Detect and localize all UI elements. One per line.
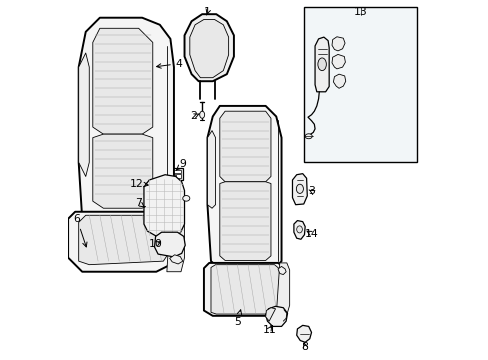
Polygon shape bbox=[154, 232, 185, 257]
Polygon shape bbox=[207, 106, 281, 269]
Polygon shape bbox=[93, 28, 152, 134]
Text: 2: 2 bbox=[189, 112, 199, 121]
Text: 12: 12 bbox=[130, 179, 148, 189]
Bar bbox=[304, 7, 417, 162]
Text: 14: 14 bbox=[304, 229, 318, 239]
Text: 4: 4 bbox=[156, 59, 183, 68]
Ellipse shape bbox=[199, 111, 204, 118]
Text: 6: 6 bbox=[73, 214, 87, 247]
Polygon shape bbox=[210, 265, 280, 314]
Text: 3: 3 bbox=[307, 186, 314, 196]
Ellipse shape bbox=[296, 226, 302, 233]
Polygon shape bbox=[207, 131, 215, 208]
Text: 7: 7 bbox=[135, 198, 144, 208]
Text: 8: 8 bbox=[301, 342, 308, 351]
Text: 11: 11 bbox=[262, 325, 276, 335]
Polygon shape bbox=[79, 215, 170, 265]
Polygon shape bbox=[68, 212, 181, 272]
Polygon shape bbox=[265, 308, 275, 321]
Polygon shape bbox=[79, 18, 174, 222]
Ellipse shape bbox=[317, 58, 325, 71]
Polygon shape bbox=[265, 306, 287, 327]
Polygon shape bbox=[166, 212, 184, 272]
Polygon shape bbox=[145, 182, 154, 189]
Ellipse shape bbox=[183, 195, 189, 201]
Bar bbox=[170, 174, 175, 178]
Polygon shape bbox=[293, 221, 305, 239]
Ellipse shape bbox=[305, 134, 312, 139]
Polygon shape bbox=[143, 175, 184, 237]
Polygon shape bbox=[276, 263, 289, 316]
Polygon shape bbox=[203, 263, 286, 316]
Polygon shape bbox=[184, 14, 233, 81]
Text: 9: 9 bbox=[176, 159, 186, 170]
Polygon shape bbox=[292, 174, 306, 205]
Bar bbox=[176, 174, 180, 178]
Polygon shape bbox=[79, 53, 89, 176]
Polygon shape bbox=[278, 266, 285, 275]
Text: 1: 1 bbox=[203, 8, 210, 17]
Polygon shape bbox=[145, 205, 160, 215]
Polygon shape bbox=[169, 255, 183, 264]
Polygon shape bbox=[296, 325, 311, 342]
Polygon shape bbox=[93, 134, 152, 208]
Bar bbox=[170, 170, 180, 173]
Polygon shape bbox=[219, 182, 270, 260]
Text: 5: 5 bbox=[234, 310, 241, 327]
Ellipse shape bbox=[296, 184, 303, 193]
Text: 13: 13 bbox=[353, 8, 367, 17]
Polygon shape bbox=[219, 111, 270, 182]
Polygon shape bbox=[314, 37, 328, 92]
Text: 10: 10 bbox=[148, 239, 162, 249]
Polygon shape bbox=[189, 19, 228, 78]
Polygon shape bbox=[331, 37, 345, 51]
Bar bbox=[168, 168, 183, 180]
Polygon shape bbox=[331, 54, 345, 69]
Polygon shape bbox=[333, 74, 345, 88]
